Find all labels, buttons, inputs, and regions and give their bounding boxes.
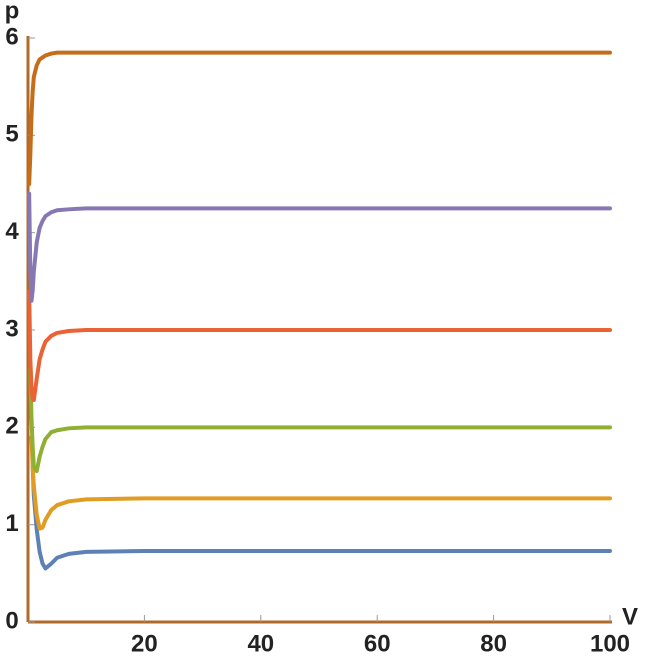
y-tick-label: 6 <box>5 23 18 50</box>
x-tick-label: 100 <box>590 630 630 657</box>
y-tick-label: 4 <box>5 218 19 245</box>
y-tick-label: 1 <box>5 510 18 537</box>
x-tick-label: 20 <box>131 630 158 657</box>
y-tick-label: 2 <box>5 413 18 440</box>
line-series <box>28 366 612 474</box>
x-tick-label: 60 <box>364 630 391 657</box>
x-axis-label: V <box>622 603 638 630</box>
y-tick-label: 5 <box>5 121 18 148</box>
line-series <box>30 464 612 571</box>
x-tick-label: 80 <box>480 630 507 657</box>
line-series <box>27 50 612 186</box>
y-tick-label: 3 <box>5 315 18 342</box>
line-series <box>29 435 612 531</box>
y-tick-label: 0 <box>5 607 18 634</box>
y-axis-label: p <box>5 0 20 24</box>
x-tick-label: 40 <box>247 630 274 657</box>
line-series <box>27 191 612 303</box>
line-series <box>27 289 612 403</box>
